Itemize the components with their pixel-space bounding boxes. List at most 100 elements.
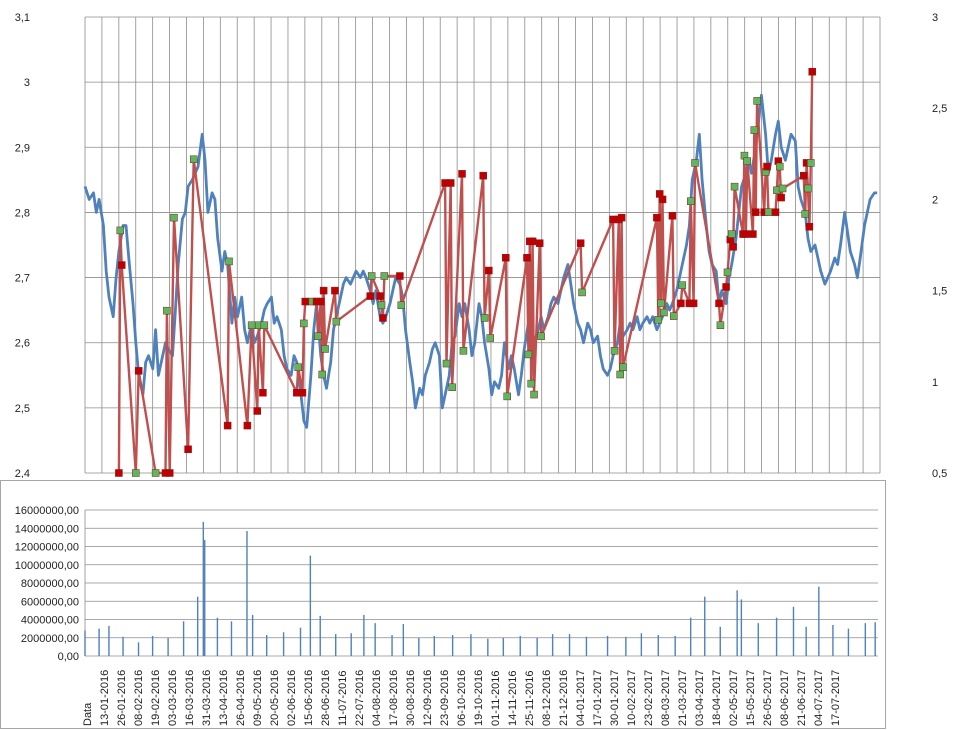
- price-left-axis: 2,4 2,5 2,6 2,7 2,8 2,9 3 3,1: [15, 12, 30, 478]
- volume-bar: [502, 637, 505, 656]
- red-series-marker: [331, 286, 339, 295]
- volume-y-tick-label: 14000000,00: [15, 523, 79, 535]
- red-series-marker: [446, 179, 455, 187]
- volume-bar: [606, 635, 609, 656]
- red-series-marker: [660, 308, 668, 317]
- red-series-marker: [480, 314, 489, 322]
- right-axis-tick-label: 2,5: [932, 103, 947, 115]
- red-series-marker: [775, 162, 784, 171]
- x-axis-tick-label: 17-01-2017: [592, 670, 604, 726]
- red-series-marker: [578, 288, 586, 297]
- volume-bar: [874, 622, 876, 656]
- left-axis-tick-label: 2,8: [15, 207, 30, 219]
- x-axis-tick-label: 04-08-2016: [371, 670, 383, 726]
- red-series-marker: [750, 126, 759, 134]
- volume-y-tick-label: 16000000,00: [15, 505, 79, 517]
- volume-bar: [251, 614, 254, 656]
- x-axis-tick-label: 22-07-2016: [354, 670, 366, 726]
- red-series-marker: [503, 392, 511, 401]
- red-series-marker: [619, 363, 627, 371]
- right-axis-tick-label: 0,5: [932, 468, 947, 478]
- red-series-marker: [380, 272, 389, 280]
- red-series-marker: [771, 208, 780, 216]
- red-series-marker: [678, 281, 687, 289]
- red-series-marker: [742, 230, 750, 238]
- red-series-marker: [259, 388, 267, 397]
- red-series-marker: [743, 157, 752, 165]
- volume-y-tick-label: 8000000,00: [21, 578, 79, 590]
- volume-bar: [625, 636, 627, 656]
- red-series-marker: [670, 312, 678, 320]
- red-series-marker: [808, 67, 816, 76]
- volume-bar: [847, 628, 850, 656]
- red-series-marker: [537, 332, 545, 340]
- red-series-marker: [527, 379, 535, 388]
- x-axis-tick-label: 11-07-2016: [337, 671, 349, 726]
- blue-price-line: [83, 93, 878, 429]
- red-series-marker: [314, 332, 322, 340]
- red-series-marker: [485, 266, 493, 275]
- right-axis-tick-label: 1,5: [932, 286, 947, 298]
- red-series-marker: [448, 383, 456, 392]
- x-axis-tick-label: 20-05-2016: [269, 670, 281, 726]
- volume-bar: [689, 617, 692, 656]
- red-series-marker: [730, 182, 739, 191]
- red-series-marker: [170, 213, 178, 222]
- red-series-marker: [397, 301, 406, 309]
- volume-bar: [335, 634, 337, 656]
- volume-bar: [265, 635, 268, 656]
- x-axis-tick-label: 02-06-2016: [286, 670, 298, 726]
- volume-bar: [832, 624, 834, 656]
- x-axis-tick-label: 13-04-2016: [218, 670, 230, 726]
- red-series-marker: [801, 210, 809, 218]
- x-axis-tick-label: 30-08-2016: [405, 670, 417, 726]
- red-series-marker: [298, 388, 307, 397]
- volume-y-tick-label: 6000000,00: [21, 596, 79, 608]
- volume-bar-chart: 0,00 2000000,00 4000000,00 6000000,00 800000…: [0, 480, 886, 729]
- red-series-marker: [300, 319, 308, 328]
- red-series-marker: [778, 184, 787, 193]
- volume-y-tick-label: 0,00: [58, 651, 79, 663]
- red-series-marker: [189, 155, 198, 164]
- volume-x-axis: Data 13-01-2016 26-01-2016 08-02-2016 19-02-…: [82, 670, 842, 726]
- x-axis-tick-label: 25-11-2016: [524, 671, 536, 726]
- red-series-marker: [260, 321, 269, 330]
- red-series-marker: [479, 171, 487, 180]
- red-series: [115, 67, 816, 477]
- x-axis-tick-label: 12-09-2016: [422, 670, 434, 726]
- red-series-marker: [764, 208, 773, 216]
- red-series-marker: [715, 299, 723, 308]
- volume-bar: [319, 615, 321, 656]
- volume-bar: [202, 521, 205, 656]
- red-series-marker: [163, 306, 171, 315]
- volume-bar: [350, 633, 352, 656]
- volume-bar: [536, 637, 538, 656]
- volume-bar: [363, 614, 365, 656]
- x-axis-tick-label: 26-05-2017: [762, 670, 774, 726]
- volume-bars: [84, 521, 876, 656]
- x-axis-tick-label: 19-10-2016: [473, 670, 485, 726]
- volume-y-tick-label: 4000000,00: [21, 615, 79, 627]
- red-series-marker: [442, 359, 451, 368]
- volume-bar: [216, 617, 219, 656]
- red-series-marker: [751, 208, 760, 216]
- volume-bar: [864, 623, 867, 656]
- red-series-marker: [804, 184, 812, 193]
- red-series-marker: [753, 97, 761, 105]
- red-series-marker: [658, 195, 667, 204]
- volume-bar: [433, 635, 436, 656]
- red-series-marker: [301, 297, 310, 306]
- x-axis-title: Data: [82, 702, 94, 726]
- volume-bar: [402, 624, 405, 656]
- red-series-marker: [132, 469, 140, 477]
- red-series-marker: [366, 292, 374, 300]
- x-axis-tick-label: 01-11-2016: [490, 671, 502, 726]
- red-series-marker: [459, 347, 468, 355]
- x-axis-tick-label: 09-05-2016: [252, 670, 264, 726]
- volume-bar: [137, 642, 140, 656]
- x-axis-tick-label: 16-03-2016: [184, 670, 196, 726]
- red-series-marker: [318, 370, 326, 379]
- left-axis-tick-label: 2,6: [15, 338, 30, 350]
- red-series-marker: [134, 367, 143, 375]
- x-axis-tick-label: 26-04-2016: [235, 670, 247, 726]
